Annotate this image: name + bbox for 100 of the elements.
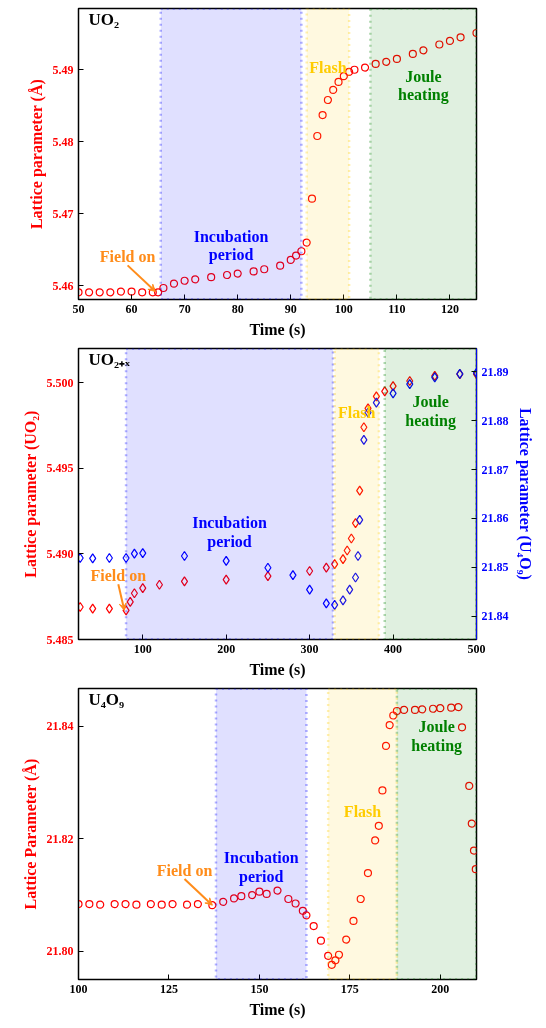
x-tick-label: 100 [69,981,88,996]
band-label: Flash [338,404,376,422]
point [130,588,138,599]
y2-tick-label: 21.86 [481,511,509,526]
point [331,956,340,965]
point [467,819,476,828]
x-tick-label: 500 [467,641,486,656]
annotation: Field on [156,862,213,880]
x-tick-label: 80 [231,301,244,316]
band-label: Joule heating [398,67,449,105]
x-tick-label: 300 [300,641,319,656]
x-tick-label: 120 [440,301,459,316]
y2-tick-label: 21.84 [481,609,509,624]
point [410,705,420,714]
point [302,238,311,247]
y-axis-title: Lattice Parameter (Å) [21,758,40,910]
point [127,287,136,296]
point [255,887,264,896]
x-tick-label: 100 [334,301,353,316]
point [389,388,397,399]
y2-tick-label: 21.85 [481,560,509,575]
y-axis-title: Lattice parameter (UO₂) [21,410,40,578]
point [318,111,327,120]
annotation: Field on [99,248,156,266]
x-tick-label: 200 [217,641,236,656]
point [157,900,166,909]
x-tick-label: 90 [284,301,297,316]
point [406,379,414,390]
point [116,287,126,296]
point [262,889,271,899]
point [193,899,202,909]
x-tick-label: 125 [159,981,178,996]
point [350,65,359,74]
x-tick-label: 400 [384,641,403,656]
point [191,275,200,284]
point [180,576,189,587]
point [392,54,401,64]
point [389,381,397,392]
point [146,899,155,909]
point [249,267,258,276]
point [126,596,134,607]
x-axis-title: Time (s) [249,1000,306,1019]
point [342,935,351,944]
point [95,288,104,297]
chart-title: UO₂₊ₓ [88,349,131,369]
x-axis-title: Time (s) [249,660,306,679]
point [207,273,216,282]
point [360,63,370,72]
annotation: Field on [90,567,147,585]
band-label: Incubation period [192,514,267,552]
point [297,247,306,256]
point [363,869,373,878]
point [408,49,417,58]
y-tick-label: 5.500 [46,375,74,390]
point [180,276,189,285]
point [382,57,391,66]
chart-title: U₄O₉ [88,689,125,709]
point [445,36,455,46]
point [316,936,326,945]
y2-tick-label: 21.88 [481,413,509,428]
point [169,279,179,288]
point [291,899,300,908]
point [419,46,428,55]
band-label: Incubation period [193,227,269,265]
point [327,960,336,969]
point [154,288,163,297]
point [260,265,269,274]
point [447,703,456,712]
chart-title: UO₂ [88,9,120,29]
x-tick-label: 50 [72,301,85,316]
point [456,33,465,42]
y2-tick-label: 21.87 [481,462,509,477]
point [374,821,383,830]
x-axis-title: Time (s) [249,320,306,339]
point [356,514,364,525]
point [106,288,115,297]
point [346,584,354,595]
band-label: Flash [309,59,347,77]
point [168,899,177,909]
point [96,900,105,909]
x-tick-label: 70 [178,301,191,316]
point [465,781,474,790]
point [454,702,463,712]
point [180,550,189,562]
point [371,59,380,69]
point [85,899,94,909]
point [276,261,285,270]
point [122,605,130,616]
y-axis-title: Lattice parameter (Å) [27,79,46,230]
point [435,40,444,49]
point [356,485,364,496]
point [132,900,141,909]
point [229,894,239,903]
point [351,572,360,583]
x-tick-label: 110 [388,301,406,316]
point [309,921,318,931]
point [284,894,293,904]
point [323,95,333,105]
point [371,836,380,845]
point [89,603,97,614]
